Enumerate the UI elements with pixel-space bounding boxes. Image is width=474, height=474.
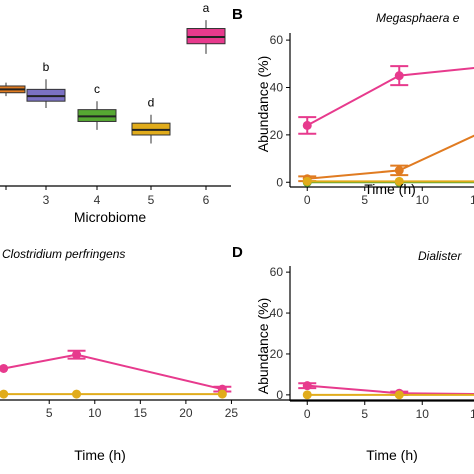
panel-a-x-tick-label: 4	[94, 193, 101, 207]
series-line	[306, 66, 474, 127]
x-tick-label: 20	[179, 406, 193, 420]
panel-b-y-label: Abundance (%)	[255, 56, 271, 153]
x-tick-label: 5	[361, 407, 368, 421]
panel-c-x-label: Time (h)	[74, 447, 126, 463]
panel-a-x-tick-label: 5	[148, 193, 155, 207]
panel-d: D Dialister Abundance (%) 0 20 40 60 0 5 10 1 T…	[232, 244, 474, 463]
panel-d-letter: D	[232, 244, 243, 261]
data-point	[394, 71, 404, 81]
data-point	[72, 350, 82, 360]
panel-c-title: Clostridium perfringens	[2, 247, 125, 261]
y-tick-label: 60	[270, 33, 284, 47]
data-point	[302, 176, 312, 186]
data-point	[0, 389, 9, 399]
x-tick-label: 1	[470, 407, 474, 421]
panel-a-x-label: Microbiome	[74, 209, 147, 225]
y-tick-label: 20	[270, 128, 284, 142]
significance-letter: a	[203, 1, 210, 15]
panel-b-letter: B	[232, 6, 243, 23]
x-tick-label: 10	[416, 193, 430, 207]
significance-letter: b	[43, 60, 50, 74]
data-point	[394, 176, 404, 186]
x-tick-label: 5	[46, 406, 53, 420]
panel-c: Clostridium perfringens 5 10 15 20 25 Time (…	[0, 247, 474, 463]
panel-b-title: Megasphaera e	[376, 11, 460, 25]
series-line	[307, 134, 474, 180]
y-tick-label: 40	[270, 80, 284, 94]
y-tick-label: 20	[270, 347, 284, 361]
panel-d-plot: 0 20 40 60 0 5 10 1	[270, 265, 474, 421]
panel-d-title: Dialister	[418, 249, 462, 263]
y-tick-label: 0	[276, 388, 283, 402]
x-tick-label: 25	[225, 406, 239, 420]
data-point	[72, 389, 82, 399]
y-tick-label: 40	[270, 306, 284, 320]
y-tick-label: 0	[276, 175, 283, 189]
panel-c-plot: 5 10 15 20 25	[0, 349, 474, 420]
data-point	[0, 363, 9, 373]
panel-a-x-tick-label: 6	[203, 193, 210, 207]
y-tick-label: 60	[270, 265, 284, 279]
panel-b: B Megasphaera e Abundance (%) 0 20 40 60 0 5 1…	[232, 6, 474, 207]
panel-b-plot: 0 20 40 60 0 5 10 1	[270, 33, 474, 207]
data-point	[217, 389, 227, 399]
significance-letter: c	[94, 82, 100, 96]
panel-a-x-axis: 3 4 5 6	[0, 185, 231, 207]
series-line	[307, 384, 474, 396]
data-point	[302, 390, 312, 400]
panel-a-boxes: b c d a	[0, 1, 226, 144]
data-point	[394, 390, 404, 400]
panel-b-x-label: Time (h)	[364, 181, 416, 197]
x-tick-label: 10	[88, 406, 102, 420]
data-point	[394, 165, 404, 175]
series-line	[3, 353, 223, 391]
panel-d-y-label: Abundance (%)	[255, 298, 271, 395]
panel-d-x-label: Time (h)	[366, 447, 418, 463]
data-point	[302, 120, 312, 130]
x-tick-label: 1	[470, 193, 474, 207]
x-tick-label: 10	[416, 407, 430, 421]
x-tick-label: 0	[304, 407, 311, 421]
data-point	[302, 381, 312, 391]
x-tick-label: 5	[361, 193, 368, 207]
panel-a-x-tick-label: 3	[43, 193, 50, 207]
x-tick-label: 15	[134, 406, 148, 420]
x-tick-label: 0	[304, 193, 311, 207]
panel-a: b c d a 3 4 5 6 Microbiome	[0, 1, 231, 225]
significance-letter: d	[148, 96, 155, 110]
